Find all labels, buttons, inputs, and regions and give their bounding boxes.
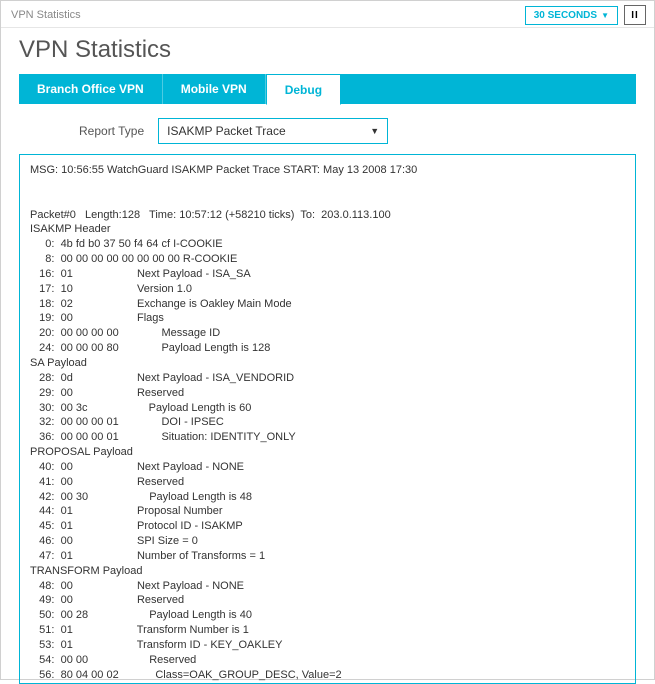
pause-button[interactable]: II (624, 5, 646, 25)
chevron-down-icon: ▼ (601, 11, 609, 20)
top-controls: 30 SECONDS ▼ II (525, 5, 646, 25)
breadcrumb: VPN Statistics (11, 9, 81, 21)
refresh-interval-dropdown[interactable]: 30 SECONDS ▼ (525, 6, 618, 25)
tab-debug[interactable]: Debug (266, 74, 341, 105)
tab-mobile-vpn[interactable]: Mobile VPN (163, 74, 266, 104)
refresh-label: 30 SECONDS (534, 10, 597, 21)
filter-row: Report Type ISAKMP Packet Trace ▼ (1, 104, 654, 154)
chevron-down-icon: ▼ (370, 126, 379, 136)
report-type-select[interactable]: ISAKMP Packet Trace ▼ (158, 118, 388, 144)
packet-trace-output[interactable]: MSG: 10:56:55 WatchGuard ISAKMP Packet T… (19, 154, 636, 684)
tab-branch-office-vpn[interactable]: Branch Office VPN (19, 74, 163, 104)
pause-icon: II (631, 10, 639, 21)
report-type-value: ISAKMP Packet Trace (167, 124, 286, 138)
page-title: VPN Statistics (1, 28, 654, 74)
report-type-label: Report Type (79, 124, 144, 138)
tab-bar: Branch Office VPN Mobile VPN Debug (19, 74, 636, 104)
